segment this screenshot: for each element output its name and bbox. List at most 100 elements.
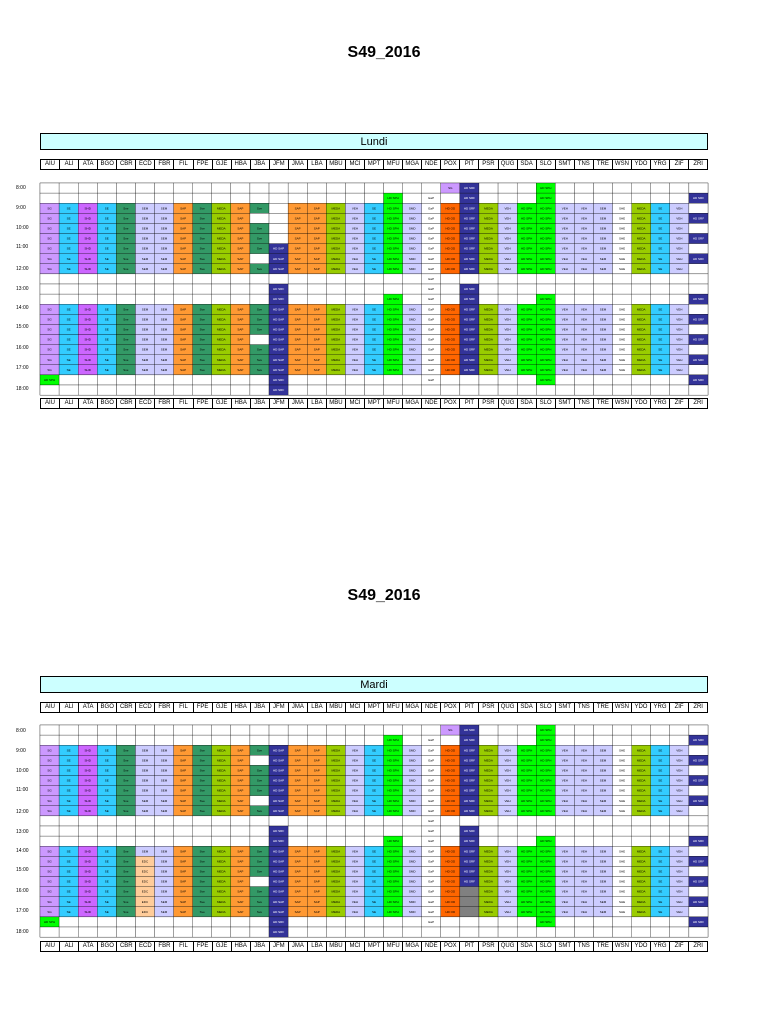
slot-label-mardi-6-22: HD SRF: [464, 789, 475, 793]
slot-mardi-19-17: [364, 916, 384, 928]
slot-label-lundi-18-23: MEDA: [484, 368, 493, 372]
slot-label-mardi-17-13: SAP: [295, 900, 301, 904]
slot-label-mardi-12-11: Sve: [257, 849, 263, 853]
slot-label-mardi-3-26: HD SPH: [540, 758, 551, 762]
slot-mardi-9-15: [326, 815, 346, 827]
slot-label-mardi-7-18: HD SPH: [387, 799, 398, 803]
slot-mardi-16-22: [459, 886, 480, 897]
slot-label-lundi-13-34: HD SRF: [693, 317, 704, 321]
slot-label-lundi-13-14: SAP: [314, 317, 320, 321]
slot-label-lundi-8-16: VEH: [352, 267, 358, 271]
slot-label-lundi-16-16: VEH: [352, 348, 358, 352]
slot-label-mardi-15-18: HD SPH: [387, 880, 398, 884]
slot-mardi-1-11: [249, 734, 270, 746]
slot-lundi-1-33: [669, 192, 690, 204]
slot-label-lundi-7-29: SEM: [600, 257, 607, 261]
slot-label-lundi-6-0: SG: [47, 247, 52, 251]
slot-label-lundi-17-15: MEDA: [331, 358, 340, 362]
slot-label-lundi-18-11: Sve: [257, 368, 263, 372]
slot-label-mardi-18-2: SHD: [85, 910, 92, 914]
column-code-mga: MGA: [402, 941, 423, 952]
slot-label-mardi-3-9: MEDA: [217, 758, 226, 762]
slot-label-mardi-20-12: HD SRF: [273, 930, 284, 934]
slot-lundi-9-28: [574, 273, 594, 285]
slot-mardi-20-4: [116, 926, 136, 938]
column-code-bgo: BGO: [97, 941, 118, 952]
slot-lundi-10-31: [631, 283, 651, 295]
slot-lundi-20-32: [650, 384, 670, 396]
slot-mardi-0-30: [612, 724, 632, 736]
slot-label-mardi-18-33: VEH: [676, 910, 682, 914]
slot-mardi-0-6: [154, 724, 174, 736]
slot-label-lundi-13-13: SAP: [295, 317, 301, 321]
slot-mardi-20-3: [97, 926, 117, 938]
column-code-slo: SLO: [535, 941, 556, 952]
slot-label-mardi-6-32: SE: [658, 789, 662, 793]
slot-label-lundi-13-5: SEM: [142, 317, 149, 321]
slot-label-mardi-5-0: SG: [47, 779, 52, 783]
slot-lundi-10-0: [39, 283, 60, 295]
slot-label-lundi-15-6: SEM: [161, 338, 168, 342]
slot-label-lundi-4-4: Sve: [123, 226, 129, 230]
slot-label-lundi-0-22: HD SRF: [464, 186, 475, 190]
slot-mardi-20-7: [173, 926, 193, 938]
slot-label-mardi-2-13: SAP: [295, 748, 301, 752]
slot-label-mardi-17-19: SMD: [409, 900, 417, 904]
slot-label-lundi-14-6: SEM: [161, 327, 168, 331]
slot-label-lundi-6-6: SEM: [161, 247, 168, 251]
slot-mardi-0-17: [364, 724, 384, 736]
column-code-jfm: JFM: [268, 398, 289, 409]
slot-label-lundi-17-4: Sve: [123, 358, 129, 362]
slot-lundi-2-34: [688, 203, 709, 214]
slot-mardi-1-21: [440, 734, 461, 746]
slot-mardi-19-5: [135, 916, 155, 928]
slot-label-mardi-5-34: HD SRF: [693, 779, 704, 783]
slot-label-mardi-17-27: VEH: [562, 900, 568, 904]
slot-label-lundi-7-17: SE: [372, 257, 376, 261]
slot-label-lundi-3-6: SEM: [161, 216, 168, 220]
slot-label-lundi-5-18: HD SPH: [387, 237, 398, 241]
column-code-qug: QUG: [497, 398, 518, 409]
slot-label-mardi-6-33: VEH: [676, 789, 682, 793]
slot-lundi-9-25: [516, 273, 537, 285]
slot-lundi-1-17: [364, 192, 384, 204]
slot-label-lundi-8-12: HD SAP: [273, 267, 284, 271]
slot-lundi-0-25: [516, 182, 537, 194]
column-code-wsn: WSN: [611, 941, 632, 952]
slot-label-mardi-7-28: VEH: [581, 799, 587, 803]
slot-label-mardi-2-9: MEDA: [217, 748, 226, 752]
slot-label-mardi-14-14: SAP: [314, 869, 320, 873]
slot-mardi-9-13: [287, 815, 308, 827]
slot-label-mardi-5-10: SAP: [237, 779, 243, 783]
slot-label-mardi-16-4: Sve: [123, 890, 129, 894]
slot-label-mardi-6-1: SE: [67, 789, 71, 793]
slot-label-lundi-3-31: MEDA: [637, 216, 646, 220]
slot-lundi-0-29: [593, 182, 613, 194]
slot-mardi-20-13: [287, 926, 308, 938]
slot-label-mardi-3-18: HD SPH: [387, 758, 398, 762]
slot-label-mardi-16-26: HD SPH: [540, 890, 551, 894]
slot-mardi-9-21: [440, 815, 461, 827]
slot-label-mardi-18-13: SAP: [295, 910, 301, 914]
slot-label-mardi-4-18: HD SPH: [387, 768, 398, 772]
slot-lundi-10-25: [516, 283, 537, 295]
slot-label-mardi-5-19: SMD: [409, 779, 417, 783]
slot-label-lundi-11-18: HD SPH: [387, 297, 398, 301]
slot-label-mardi-18-14: SAP: [314, 910, 320, 914]
slot-label-lundi-12-15: MEDA: [331, 307, 340, 311]
slot-label-lundi-16-9: MEDA: [217, 348, 226, 352]
slot-lundi-9-29: [593, 273, 613, 285]
slot-label-mardi-16-28: VEH: [581, 890, 587, 894]
column-code-ata: ATA: [78, 941, 99, 952]
slot-label-mardi-5-27: VEH: [562, 779, 568, 783]
slot-label-lundi-16-33: VEH: [676, 348, 682, 352]
slot-label-mardi-18-11: Sve: [257, 910, 263, 914]
slot-lundi-0-28: [574, 182, 594, 194]
slot-label-lundi-15-21: HD OD: [446, 338, 457, 342]
slot-label-lundi-5-32: SE: [658, 237, 662, 241]
slot-lundi-0-32: [650, 182, 670, 194]
slot-label-mardi-15-19: SMD: [409, 880, 417, 884]
slot-label-mardi-4-5: SEM: [142, 768, 149, 772]
slot-label-mardi-14-33: VEH: [676, 869, 682, 873]
slot-label-lundi-2-14: SAP: [314, 206, 320, 210]
